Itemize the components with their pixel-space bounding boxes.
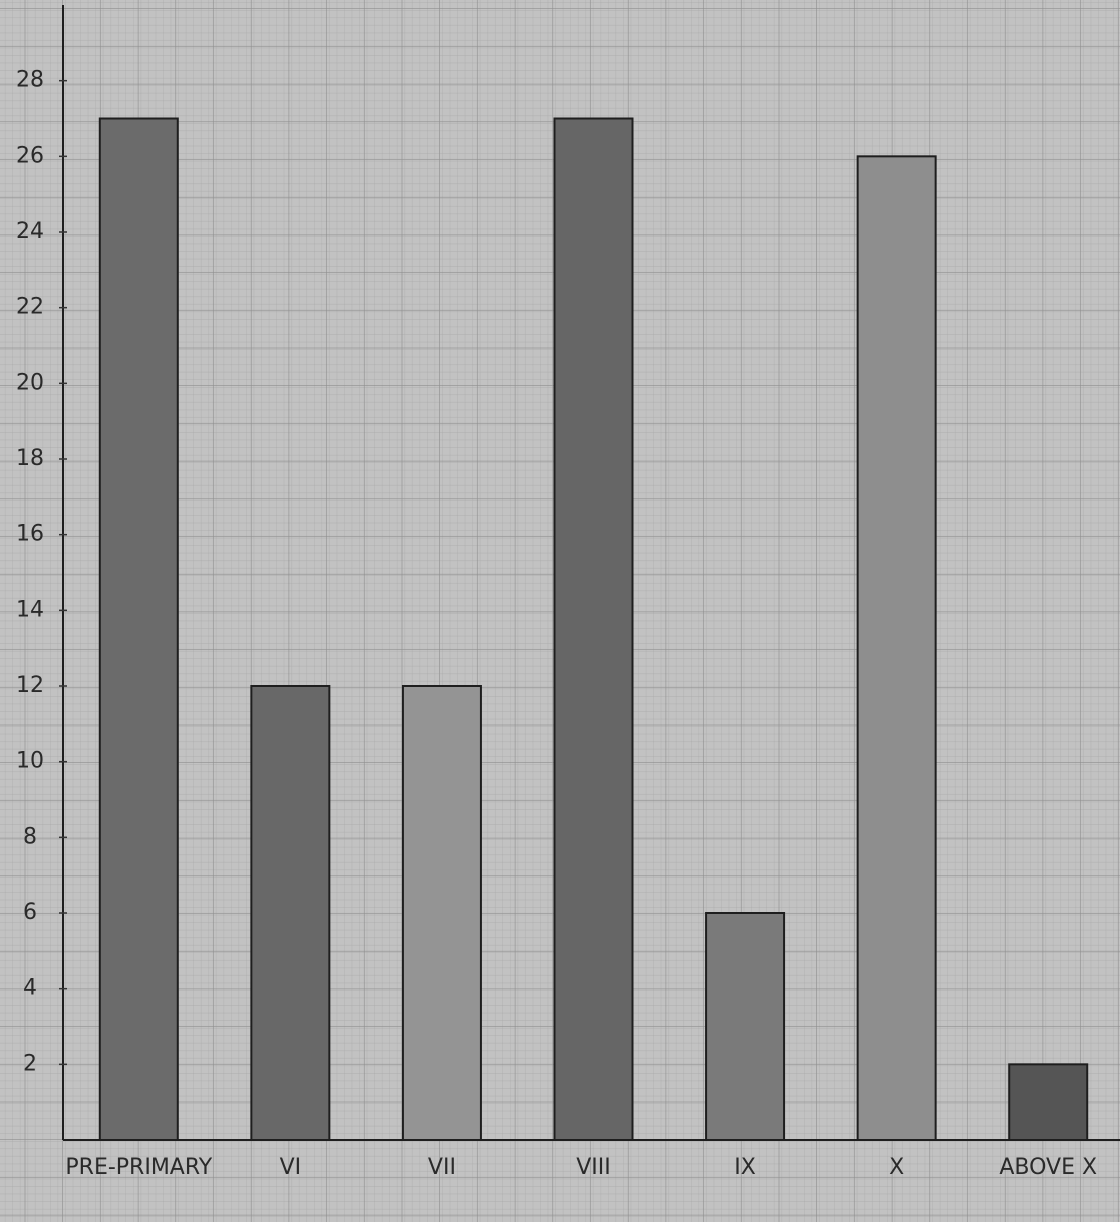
y-tick-label: 16 (16, 522, 44, 547)
y-tick-label: 10 (16, 749, 44, 774)
y-tick-label: 26 (16, 143, 44, 168)
y-tick-label: 24 (16, 219, 44, 244)
bar (251, 686, 329, 1140)
y-tick-label: 12 (16, 673, 44, 698)
chart: 246810121416182022242628PRE-PRIMARYVIVII… (0, 0, 1120, 1222)
x-tick-label: IX (734, 1155, 756, 1180)
bar (858, 156, 936, 1140)
bar (706, 913, 784, 1140)
y-tick-label: 18 (16, 446, 44, 471)
x-tick-label: ABOVE X (999, 1155, 1097, 1180)
y-tick-label: 8 (23, 824, 37, 849)
x-tick-label: PRE-PRIMARY (65, 1155, 212, 1180)
y-tick-label: 14 (16, 597, 44, 622)
y-tick-label: 22 (16, 295, 44, 320)
bar (555, 119, 633, 1141)
x-tick-label: VIII (576, 1155, 611, 1180)
x-tick-label: X (889, 1155, 904, 1180)
bar (100, 119, 178, 1141)
y-tick-label: 4 (23, 976, 37, 1001)
y-tick-label: 2 (23, 1051, 37, 1076)
x-tick-label: VII (428, 1155, 456, 1180)
y-tick-label: 28 (16, 68, 44, 93)
y-tick-label: 20 (16, 370, 44, 395)
bar (1009, 1064, 1087, 1140)
y-tick-label: 6 (23, 900, 37, 925)
bar (403, 686, 481, 1140)
x-tick-label: VI (280, 1155, 302, 1180)
